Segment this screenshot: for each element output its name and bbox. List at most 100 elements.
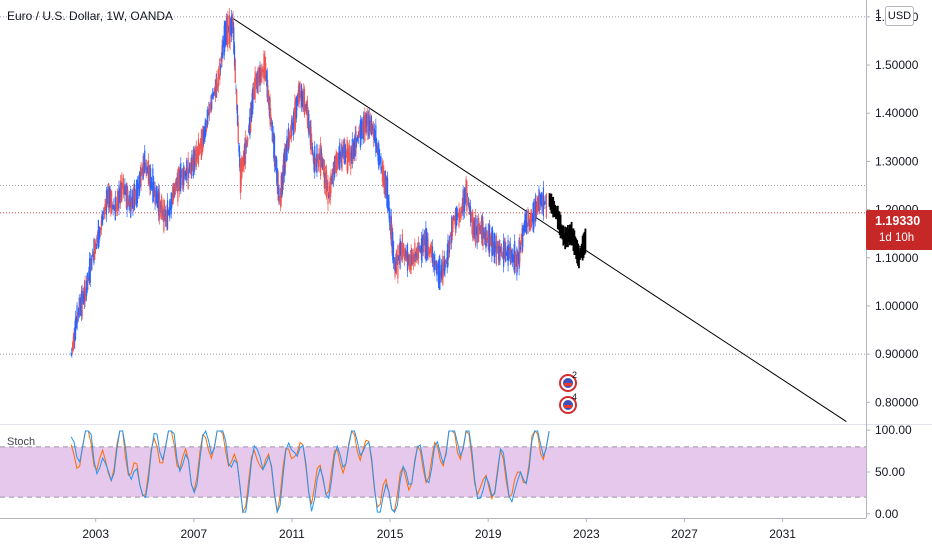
candle (74, 310, 77, 341)
candle (247, 125, 250, 134)
candle (120, 182, 122, 202)
candle (533, 199, 535, 234)
candle (79, 298, 81, 316)
candle-body (93, 239, 95, 264)
currency-button[interactable]: USD (885, 6, 914, 26)
candle-body (489, 224, 491, 253)
candle (290, 124, 292, 140)
candle (349, 152, 351, 162)
candle (183, 166, 186, 178)
candle-body (343, 141, 345, 164)
candle (541, 192, 543, 215)
projection-bar (548, 193, 551, 207)
candle-body (306, 104, 308, 113)
projection-bar (579, 247, 582, 259)
candle-body (200, 138, 202, 148)
candle-body (303, 88, 305, 111)
economic-calendar-event-icon[interactable]: 4 (559, 392, 577, 414)
candle-body (240, 158, 242, 187)
candle-body (97, 232, 99, 244)
candle (126, 183, 128, 218)
projection-bar (568, 224, 571, 246)
candle-body (222, 40, 225, 47)
candle-body (187, 157, 189, 190)
candle-body (325, 166, 327, 196)
candle (356, 137, 358, 148)
candle (391, 223, 393, 257)
candle-body (247, 137, 249, 142)
candle (480, 214, 483, 245)
candle-body (88, 258, 91, 284)
candle-body (164, 205, 166, 220)
candle-body (104, 204, 106, 215)
candle (180, 157, 182, 195)
stoch-indicator-label[interactable]: Stoch (7, 436, 36, 448)
candle (264, 50, 266, 82)
candle (286, 129, 288, 161)
candle-body (100, 220, 102, 231)
candle-body (274, 156, 276, 166)
projection-bar (565, 227, 567, 248)
candle-body (191, 154, 193, 172)
candle-body (524, 213, 526, 233)
candle-body (183, 172, 186, 176)
candle (506, 245, 508, 261)
candle (261, 63, 263, 83)
candle-body (221, 45, 223, 62)
time-axis[interactable]: 2003 2007 2011 2015 2019 2023 2027 2031 (82, 518, 796, 541)
candle-body (518, 240, 520, 270)
candle (171, 193, 173, 209)
candle-body (497, 244, 500, 260)
candle (313, 152, 315, 173)
candle (128, 191, 130, 212)
candle-body (244, 137, 247, 164)
candle-body (174, 184, 176, 192)
candle (448, 235, 451, 258)
candle (428, 249, 431, 258)
stoch-tick-label: 0.00 (875, 507, 899, 521)
candle-body (493, 233, 495, 257)
candle (365, 111, 367, 136)
candle (232, 10, 234, 41)
price-axis[interactable]: 1.600001.500001.400001.300001.200001.100… (866, 7, 919, 521)
candle (531, 208, 533, 228)
economic-event-icon[interactable]: 2 (559, 370, 577, 392)
candle (78, 294, 80, 319)
candle-body (322, 159, 324, 170)
candle (509, 237, 511, 265)
candle (272, 132, 274, 145)
candle-body (497, 244, 499, 250)
candle (408, 254, 410, 267)
candle-body (375, 138, 378, 153)
candle (524, 210, 526, 233)
candle-body (102, 211, 105, 215)
candle-body (525, 210, 528, 234)
candle-body (83, 286, 85, 302)
candle (266, 67, 268, 102)
candle (311, 142, 314, 156)
candle (140, 161, 142, 191)
candle-body (239, 162, 242, 194)
projection-bar (556, 205, 559, 230)
candle-body (434, 261, 437, 265)
candle (352, 142, 354, 165)
candle (257, 66, 259, 95)
candle (254, 66, 256, 103)
events-layer[interactable]: 24 (559, 370, 577, 414)
candle (429, 244, 431, 254)
candle (218, 74, 220, 80)
candle-body (309, 121, 311, 146)
candle (514, 250, 517, 273)
candle-body (507, 239, 509, 266)
candle (398, 255, 400, 261)
candle (472, 217, 475, 241)
candle-body (138, 172, 141, 193)
chart-title: Euro / U.S. Dollar, 1W, OANDA (7, 9, 174, 23)
candle (91, 248, 94, 257)
candle (477, 224, 479, 243)
candle-body (472, 212, 474, 238)
candle-body (115, 206, 117, 211)
candle (370, 112, 372, 135)
